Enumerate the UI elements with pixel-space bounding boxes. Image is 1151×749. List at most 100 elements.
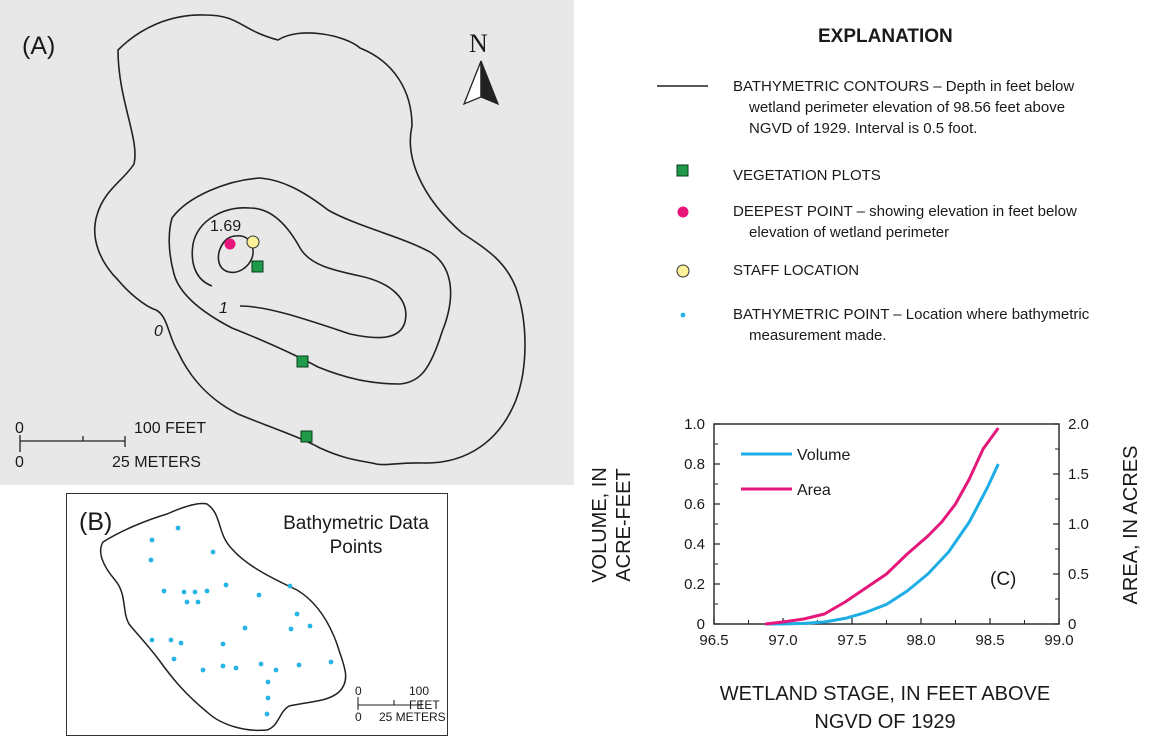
wetland-outline	[99, 502, 347, 732]
scale-b-zero-top: 0	[355, 684, 362, 698]
scale-a-feet: 100 FEET	[134, 420, 207, 437]
y-left-tick-label: 0.8	[684, 456, 705, 473]
bathymetric-point	[161, 588, 167, 594]
panel-label-b: (B)	[79, 508, 113, 536]
legend-staff-icon	[676, 264, 690, 278]
legend-item-staff: STAFF LOCATION	[733, 262, 860, 279]
bathymetric-point	[220, 663, 226, 669]
x-tick-label: 96.5	[699, 632, 728, 649]
staff-location-marker	[246, 235, 260, 249]
bathymetric-point	[242, 625, 248, 631]
bathymetric-point	[273, 667, 279, 673]
legend-item-contours: BATHYMETRIC CONTOURS – Depth in feet bel…	[733, 78, 1075, 137]
bathymetric-point	[256, 592, 262, 598]
scale-b-feet: 100 FEET	[409, 684, 440, 712]
y-right-tick-label: 0.5	[1068, 566, 1089, 583]
chart-panel-label: (C)	[990, 569, 1016, 590]
data-points-svg	[99, 502, 422, 732]
area-series-line	[764, 427, 1000, 626]
deepest-point-label: 1.69	[210, 218, 242, 235]
scale-b-zero-bottom: 0	[355, 710, 362, 724]
x-tick-label: 99.0	[1044, 632, 1073, 649]
panel-label-a: (A)	[22, 32, 56, 60]
bathymetric-point	[184, 599, 190, 605]
contour-0ft	[93, 14, 526, 466]
bathymetric-point	[328, 659, 334, 665]
explanation-title: EXPLANATION	[818, 26, 953, 47]
vegetation-plot-marker	[300, 430, 313, 443]
y-left-tick-label: 0.2	[684, 576, 705, 593]
vegetation-plot-marker	[296, 355, 309, 368]
bathymetric-point	[200, 667, 206, 673]
bathymetric-point	[264, 711, 270, 717]
bathymetric-point	[288, 626, 294, 632]
x-tick-label: 98.5	[975, 632, 1004, 649]
bathymetric-point	[258, 661, 264, 667]
legend-item-vegetation: VEGETATION PLOTS	[733, 167, 881, 184]
x-axis-title: WETLAND STAGE, IN FEET ABOVE NGVD OF 192…	[719, 683, 1051, 733]
scale-bar-b	[357, 697, 422, 710]
bathymetric-point	[175, 525, 181, 531]
legend-item-deepest-point: DEEPEST POINT – showing elevation in fee…	[733, 203, 1077, 241]
bathymetric-point	[168, 637, 174, 643]
bathymetric-point	[192, 589, 198, 595]
bathymetric-point	[149, 537, 155, 543]
y-right-tick-label: 1.5	[1068, 466, 1089, 483]
chart-frame	[713, 423, 1060, 625]
legend-symbols	[657, 85, 708, 318]
scale-b-meters: 25 METERS	[379, 710, 446, 724]
panel-b-data-points: (B) Bathymetric Data Points 0 100 FEET 0…	[66, 493, 448, 736]
contour-map-svg	[19, 14, 526, 466]
legend-vegetation-icon	[676, 164, 689, 177]
bathymetric-point	[171, 656, 177, 662]
legend-volume-label: Volume	[797, 447, 850, 464]
y-left-tick-label: 1.0	[684, 416, 705, 433]
panel-b-title: Bathymetric Data Points	[283, 513, 429, 558]
bathymetric-points	[148, 525, 334, 717]
bathymetric-point	[178, 640, 184, 646]
vegetation-plot-marker	[251, 260, 264, 273]
y-right-tick-label: 1.0	[1068, 516, 1089, 533]
chart-legend: Volume Area	[741, 447, 850, 499]
bathymetric-point	[220, 641, 226, 647]
bathymetric-point	[223, 582, 229, 588]
north-label: N	[469, 29, 488, 58]
contour-1ft	[191, 207, 407, 339]
legend-bathymetric-point-icon	[680, 312, 686, 318]
bathymetric-point	[307, 623, 313, 629]
bathymetric-point	[287, 583, 293, 589]
deepest-point-marker	[224, 238, 236, 250]
bathymetric-point	[181, 589, 187, 595]
bathymetric-point	[294, 611, 300, 617]
x-tick-label: 98.0	[906, 632, 935, 649]
north-arrow-icon	[462, 60, 500, 106]
x-tick-label: 97.0	[768, 632, 797, 649]
contour-label-one: 1	[219, 300, 228, 317]
bathymetric-point	[265, 679, 271, 685]
bathymetric-point	[148, 557, 154, 563]
bathymetric-point	[149, 637, 155, 643]
scale-a-zero-top: 0	[15, 420, 24, 437]
y-left-tick-label: 0	[697, 616, 705, 633]
legend-deepest-point-icon	[677, 206, 689, 218]
contour-0-5ft	[168, 177, 452, 385]
scale-bar-a	[19, 435, 126, 452]
scale-a-zero-bottom: 0	[15, 454, 24, 471]
bathymetric-point	[233, 665, 239, 671]
y-left-tick-label: 0.6	[684, 496, 705, 513]
bathymetric-point	[204, 588, 210, 594]
contour-label-zero: 0	[154, 323, 163, 340]
legend-area-label: Area	[797, 482, 831, 499]
scale-a-meters: 25 METERS	[112, 454, 201, 471]
bathymetric-point	[265, 695, 271, 701]
y-right-tick-label: 0	[1068, 616, 1076, 633]
panel-a-map: (A) N 0 1 1.69 0 100 FEET 0 25 METERS	[0, 0, 574, 485]
bathymetric-point	[210, 549, 216, 555]
y-right-tick-label: 2.0	[1068, 416, 1089, 433]
x-tick-label: 97.5	[837, 632, 866, 649]
bathymetric-point	[195, 599, 201, 605]
legend-item-bathymetric-point: BATHYMETRIC POINT – Location where bathy…	[733, 306, 1090, 344]
volume-series-line	[765, 463, 1000, 626]
bathymetric-point	[296, 662, 302, 668]
y-left-tick-label: 0.4	[684, 536, 705, 553]
